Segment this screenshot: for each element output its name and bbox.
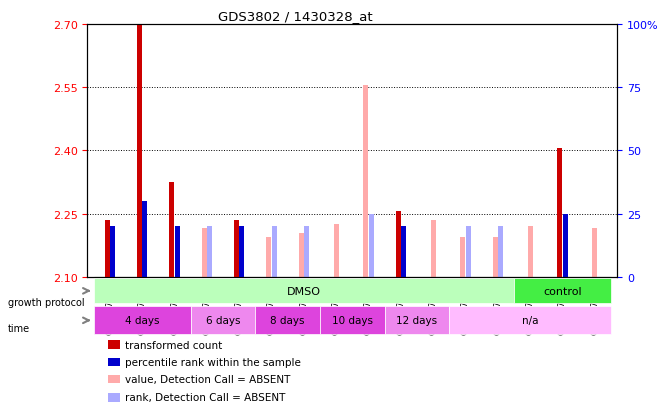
Bar [333, 225, 339, 277]
FancyBboxPatch shape [384, 307, 450, 335]
Bar [201, 229, 207, 277]
Bar [498, 227, 503, 277]
FancyBboxPatch shape [450, 307, 611, 335]
Bar [266, 237, 271, 277]
Bar [304, 227, 309, 277]
Text: 6 days: 6 days [206, 316, 240, 325]
Bar [207, 227, 212, 277]
Bar [396, 212, 401, 277]
Bar [562, 214, 568, 277]
Text: 10 days: 10 days [331, 316, 373, 325]
Bar [109, 393, 120, 401]
Bar [174, 227, 180, 277]
FancyBboxPatch shape [191, 307, 255, 335]
Bar [240, 227, 244, 277]
Bar [169, 183, 174, 277]
Bar [137, 25, 142, 277]
Bar [109, 358, 120, 367]
Bar [299, 233, 303, 277]
Text: time: time [8, 323, 30, 333]
Text: value, Detection Call = ABSENT: value, Detection Call = ABSENT [125, 374, 291, 384]
Text: percentile rank within the sample: percentile rank within the sample [125, 357, 301, 367]
Bar [527, 227, 533, 277]
Bar [460, 237, 465, 277]
FancyBboxPatch shape [514, 278, 611, 304]
Text: transformed count: transformed count [125, 340, 223, 350]
Bar [466, 227, 470, 277]
FancyBboxPatch shape [94, 278, 514, 304]
FancyBboxPatch shape [320, 307, 384, 335]
Bar [234, 220, 239, 277]
Bar [493, 237, 497, 277]
Bar [142, 202, 148, 277]
Bar [401, 227, 406, 277]
Text: growth protocol: growth protocol [8, 297, 85, 307]
FancyBboxPatch shape [94, 307, 191, 335]
Bar [272, 227, 276, 277]
Text: DMSO: DMSO [287, 286, 321, 296]
Text: GDS3802 / 1430328_at: GDS3802 / 1430328_at [218, 10, 372, 23]
Bar [431, 220, 435, 277]
Text: 4 days: 4 days [125, 316, 160, 325]
Text: rank, Detection Call = ABSENT: rank, Detection Call = ABSENT [125, 392, 286, 402]
Bar [110, 227, 115, 277]
Bar [557, 149, 562, 277]
Bar [109, 340, 120, 349]
Bar [105, 220, 109, 277]
Text: 8 days: 8 days [270, 316, 305, 325]
Text: n/a: n/a [522, 316, 538, 325]
Text: control: control [543, 286, 582, 296]
Text: 12 days: 12 days [397, 316, 437, 325]
Bar [592, 229, 597, 277]
Bar [368, 214, 374, 277]
Bar [109, 375, 120, 383]
FancyBboxPatch shape [255, 307, 320, 335]
Bar [363, 86, 368, 277]
